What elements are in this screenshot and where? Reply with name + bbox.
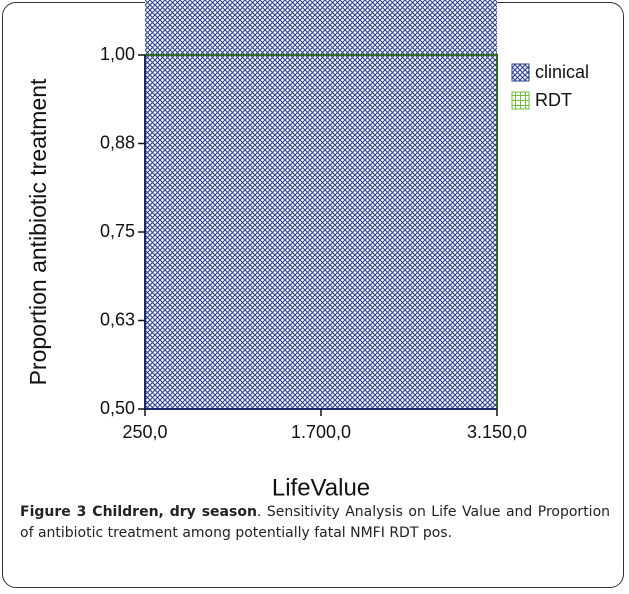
- y-tick-label: 0,50: [100, 398, 135, 418]
- x-axis-label: LifeValue: [272, 474, 370, 500]
- legend-label: RDT: [535, 90, 572, 110]
- y-tick-label: 0,88: [100, 132, 135, 152]
- y-tick-label: 0,63: [100, 309, 135, 329]
- y-axis-label: Proportion antibiotic treatment: [25, 78, 51, 385]
- area: [145, 0, 497, 409]
- x-tick-label: 3.150,0: [467, 422, 527, 442]
- x-tick-label: 1.700,0: [291, 422, 351, 442]
- plot-frame: [145, 54, 498, 409]
- legend-swatch: [511, 91, 530, 110]
- y-tick-label: 1,00: [100, 44, 135, 64]
- legend-swatch: [511, 63, 530, 82]
- x-tick-label: 250,0: [122, 422, 167, 442]
- caption: Figure 3 Children, dry season. Sensitivi…: [20, 502, 610, 544]
- y-tick-label: 0,75: [100, 221, 135, 241]
- legend-label: clinical: [535, 62, 589, 82]
- caption-title: Figure 3 Children, dry season: [20, 504, 257, 520]
- caption-text: . Sensitivity Analysis on Life Value and…: [20, 504, 611, 541]
- chart: Proportion antibiotic treatment LifeValu…: [25, 0, 589, 500]
